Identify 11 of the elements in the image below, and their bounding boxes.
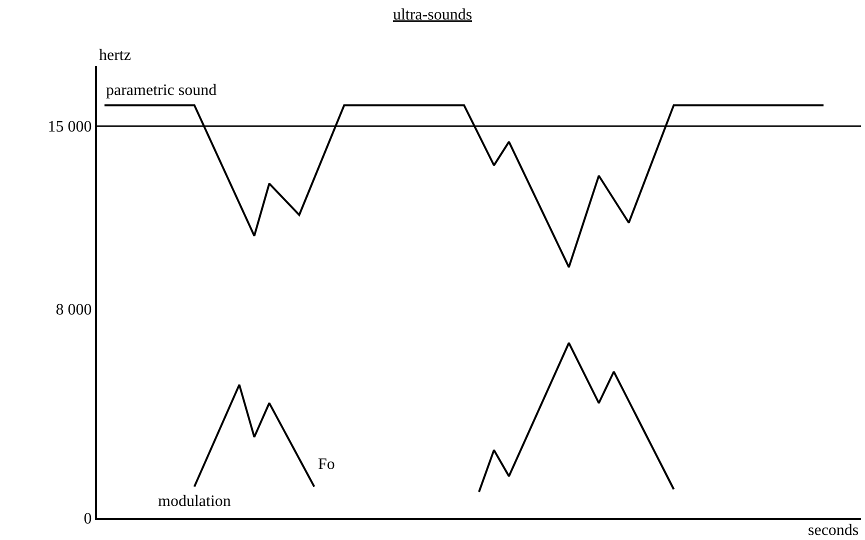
line-series [193, 384, 316, 488]
y-axis-title: hertz [99, 47, 131, 64]
y-tick-label: 0 [84, 510, 92, 528]
chart-title: ultra-sounds [392, 6, 472, 24]
line-series [478, 342, 675, 493]
x-axis-title: seconds [808, 522, 859, 539]
y-tick-label: 8 000 [56, 302, 92, 319]
series-label: parametric sound [106, 82, 217, 99]
y-tick-label: 15 000 [48, 118, 92, 136]
annotation: Fo [318, 456, 335, 473]
series-label: modulation [158, 493, 231, 510]
